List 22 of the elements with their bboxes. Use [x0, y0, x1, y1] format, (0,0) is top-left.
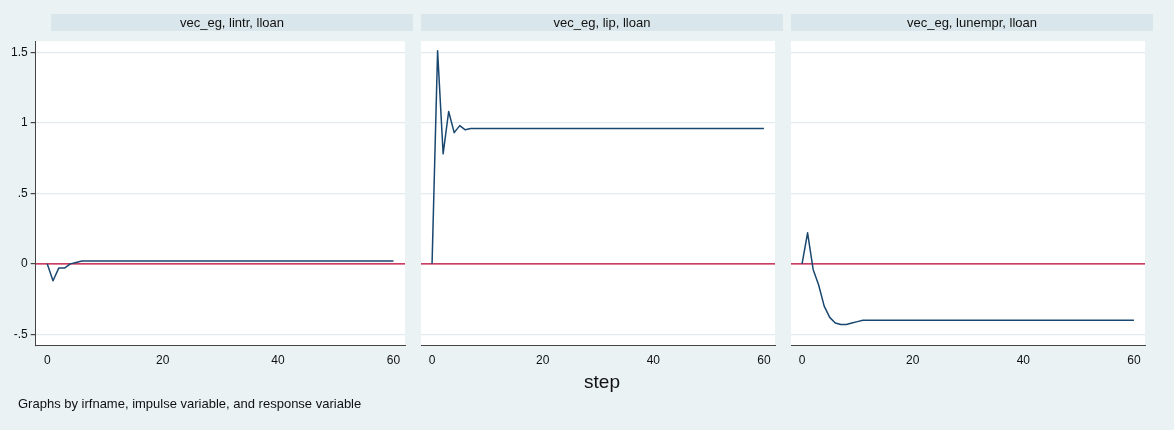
x-tick-label: 40 — [646, 353, 661, 368]
y-tick-label: .5 — [17, 185, 28, 200]
x-tick-label: 0 — [43, 353, 51, 368]
y-tick-label: 0 — [20, 256, 28, 271]
y-tick-label: -.5 — [13, 326, 28, 341]
x-tick-label: 0 — [798, 353, 806, 368]
y-tick-label: 1 — [20, 115, 28, 130]
x-tick-label: 20 — [536, 353, 550, 368]
x-tick-label: 60 — [386, 353, 401, 368]
chart-title: vec_eg, lunempr, lloan — [791, 14, 1153, 31]
x-axis-title: step — [583, 371, 621, 394]
x-tick-label: 20 — [155, 353, 170, 368]
x-tick-label: 40 — [271, 353, 286, 368]
x-tick-label: 60 — [1127, 353, 1141, 368]
y-tick-label: 1.5 — [10, 44, 28, 59]
x-tick-label: 0 — [428, 353, 436, 368]
chart-title: vec_eg, lip, lloan — [421, 14, 783, 31]
chart-title: vec_eg, lintr, lloan — [51, 14, 413, 31]
text: Graphs by irfname, impulse variable, and response variable — [18, 396, 362, 411]
x-tick-label: 40 — [1016, 353, 1031, 368]
x-tick-label: 20 — [906, 353, 920, 368]
x-tick-label: 60 — [757, 353, 771, 368]
